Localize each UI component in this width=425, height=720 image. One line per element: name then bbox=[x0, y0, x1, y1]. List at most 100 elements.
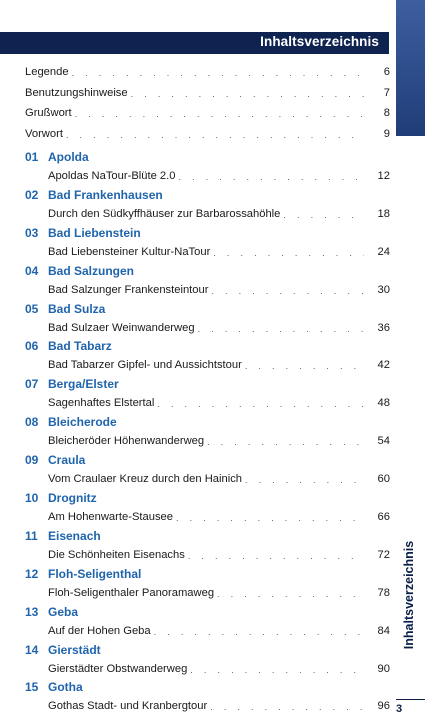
chapter-number: 03 bbox=[25, 225, 39, 240]
toc-entry-title: Sagenhaftes Elstertal bbox=[48, 397, 155, 410]
chapter-entry: 10 Drognitz Am Hohenwarte-Stausee. . . . .… bbox=[25, 489, 390, 527]
chapter-heading[interactable]: 10 Drognitz bbox=[25, 489, 390, 507]
header-bar: Inhaltsverzeichnis bbox=[0, 32, 389, 54]
chapter-number: 07 bbox=[25, 377, 39, 392]
chapter-heading[interactable]: 08 Bleicherode bbox=[25, 413, 390, 431]
side-tab: Inhaltsverzeichnis bbox=[396, 0, 425, 698]
chapter-number: 05 bbox=[25, 301, 39, 316]
chapter-entry: 02 Bad Frankenhausen Durch den Südkyffhäus… bbox=[25, 186, 390, 224]
chapter-tour-entry[interactable]: Die Schönheiten Eisenachs. . . . . . . .… bbox=[25, 545, 390, 565]
toc-entry-page: 90 bbox=[377, 662, 390, 675]
chapter-entry: 11 Eisenach Die Schönheiten Eisenachs. . .… bbox=[25, 527, 390, 565]
chapter-heading[interactable]: 04 Bad Salzungen bbox=[25, 262, 390, 280]
side-tab-color-block bbox=[396, 0, 425, 136]
chapter-entry: 04 Bad Salzungen Bad Salzunger Frankenstei… bbox=[25, 262, 390, 300]
chapter-number: 14 bbox=[25, 642, 39, 657]
dot-leader: . . . . . . . . . . . . . . . . . . . . … bbox=[176, 512, 364, 523]
chapter-tour-entry[interactable]: Gothas Stadt- und Kranbergtour. . . . . … bbox=[25, 696, 390, 716]
chapter-tour-entry[interactable]: Gierstädter Obstwanderweg. . . . . . . .… bbox=[25, 659, 390, 679]
chapter-place: Drognitz bbox=[48, 491, 97, 506]
page-number-rule bbox=[396, 699, 425, 700]
chapter-place: Bleicherode bbox=[48, 415, 117, 430]
front-matter-entry[interactable]: Benutzungshinweise. . . . . . . . . . . … bbox=[25, 83, 390, 104]
dot-leader: . . . . . . . . . . . . . . . . . . . . … bbox=[190, 664, 364, 675]
dot-leader: . . . . . . . . . . . . . . . . . . . . … bbox=[178, 171, 365, 182]
toc-entry-title: Gothas Stadt- und Kranbergtour bbox=[48, 700, 208, 713]
chapter-number: 06 bbox=[25, 339, 39, 354]
chapter-entry: 13 Geba Auf der Hohen Geba. . . . . . . . … bbox=[25, 603, 390, 641]
toc-entry-title: Benutzungshinweise bbox=[25, 86, 128, 99]
toc-entry-page: 96 bbox=[377, 700, 390, 713]
chapter-tour-entry[interactable]: Apoldas NaTour-Blüte 2.0. . . . . . . . … bbox=[25, 166, 390, 186]
chapter-heading[interactable]: 05 Bad Sulza bbox=[25, 300, 390, 318]
chapter-heading[interactable]: 06 Bad Tabarz bbox=[25, 337, 390, 355]
chapter-heading[interactable]: 13 Geba bbox=[25, 603, 390, 621]
dot-leader: . . . . . . . . . . . . . . . . . . . . … bbox=[213, 247, 364, 258]
toc-entry-page: 12 bbox=[377, 169, 390, 182]
chapter-heading[interactable]: 02 Bad Frankenhausen bbox=[25, 186, 390, 204]
dot-leader: . . . . . . . . . . . . . . . . . . . . … bbox=[187, 550, 364, 561]
front-matter-entry[interactable]: Vorwort. . . . . . . . . . . . . . . . .… bbox=[25, 124, 390, 145]
chapter-number: 09 bbox=[25, 453, 39, 468]
chapter-tour-entry[interactable]: Bleicheröder Höhenwanderweg. . . . . . .… bbox=[25, 431, 390, 451]
toc-entry-title: Grußwort bbox=[25, 107, 72, 120]
dot-leader: . . . . . . . . . . . . . . . . . . . . … bbox=[65, 129, 364, 140]
chapter-tour-entry[interactable]: Floh-Seligenthaler Panoramaweg. . . . . … bbox=[25, 583, 390, 603]
chapter-tour-entry[interactable]: Bad Liebensteiner Kultur-NaTour. . . . .… bbox=[25, 242, 390, 262]
chapter-heading[interactable]: 07 Berga/Elster bbox=[25, 375, 390, 393]
chapter-heading[interactable]: 09 Craula bbox=[25, 451, 390, 469]
chapter-tour-entry[interactable]: Durch den Südkyffhäuser zur Barbarossahö… bbox=[25, 204, 390, 224]
toc-entry-title: Bad Liebensteiner Kultur-NaTour bbox=[48, 245, 211, 258]
toc-entry-title: Vom Craulaer Kreuz durch den Hainich bbox=[48, 473, 243, 486]
chapter-number: 10 bbox=[25, 491, 39, 506]
chapter-tour-entry[interactable]: Auf der Hohen Geba. . . . . . . . . . . … bbox=[25, 621, 390, 641]
chapter-heading[interactable]: 12 Floh-Seligenthal bbox=[25, 565, 390, 583]
toc-entry-title: Gierstädter Obstwanderweg bbox=[48, 662, 188, 675]
toc-entry-title: Die Schönheiten Eisenachs bbox=[48, 548, 185, 561]
dot-leader: . . . . . . . . . . . . . . . . . . . . … bbox=[207, 437, 364, 448]
toc-entry-page: 9 bbox=[383, 127, 390, 140]
chapter-heading[interactable]: 01 Apolda bbox=[25, 148, 390, 166]
chapter-heading[interactable]: 14 Gierstädt bbox=[25, 641, 390, 659]
dot-leader: . . . . . . . . . . . . . . . . . . . . … bbox=[244, 361, 364, 372]
chapter-number: 01 bbox=[25, 150, 39, 164]
chapter-tour-entry[interactable]: Sagenhaftes Elstertal. . . . . . . . . .… bbox=[25, 393, 390, 413]
toc-entry-page: 7 bbox=[383, 86, 390, 99]
chapter-entry: 09 Craula Vom Craulaer Kreuz durch den Hai… bbox=[25, 451, 390, 489]
toc-entry-title: Durch den Südkyffhäuser zur Barbarossahö… bbox=[48, 207, 281, 220]
chapter-place: Floh-Seligenthal bbox=[48, 566, 142, 581]
chapter-tour-entry[interactable]: Bad Tabarzer Gipfel- und Aussichtstour. … bbox=[25, 355, 390, 375]
chapter-place: Geba bbox=[48, 604, 79, 619]
chapter-place: Eisenach bbox=[48, 528, 101, 543]
chapter-tour-entry[interactable]: Bad Salzunger Frankensteintour. . . . . … bbox=[25, 280, 390, 300]
dot-leader: . . . . . . . . . . . . . . . . . . . . … bbox=[283, 209, 364, 220]
chapter-entry: 08 Bleicherode Bleicheröder Höhenwanderweg… bbox=[25, 413, 390, 451]
front-matter-entry[interactable]: Grußwort. . . . . . . . . . . . . . . . … bbox=[25, 103, 390, 124]
chapter-tour-entry[interactable]: Bad Sulzaer Weinwanderweg. . . . . . . .… bbox=[25, 318, 390, 338]
front-matter-entry[interactable]: Legende. . . . . . . . . . . . . . . . .… bbox=[25, 62, 390, 83]
chapter-entry: 03 Bad Liebenstein Bad Liebensteiner Kultu… bbox=[25, 224, 390, 262]
chapter-list: 01 Apolda Apoldas NaTour-Blüte 2.0. . . . … bbox=[25, 148, 390, 716]
toc-entry-page: 66 bbox=[377, 510, 390, 523]
toc-entry-title: Am Hohenwarte-Stausee bbox=[48, 510, 173, 523]
chapter-tour-entry[interactable]: Vom Craulaer Kreuz durch den Hainich. . … bbox=[25, 469, 390, 489]
dot-leader: . . . . . . . . . . . . . . . . . . . . … bbox=[130, 88, 364, 99]
chapter-heading[interactable]: 03 Bad Liebenstein bbox=[25, 224, 390, 242]
toc-entry-title: Bad Salzunger Frankensteintour bbox=[48, 283, 209, 296]
chapter-place: Craula bbox=[48, 453, 86, 468]
toc-entry-page: 30 bbox=[377, 283, 390, 296]
chapter-place: Bad Sulza bbox=[48, 301, 106, 316]
chapter-heading[interactable]: 15 Gotha bbox=[25, 678, 390, 696]
chapter-tour-entry[interactable]: Am Hohenwarte-Stausee. . . . . . . . . .… bbox=[25, 507, 390, 527]
chapter-place: Gierstädt bbox=[48, 642, 101, 657]
chapter-entry: 07 Berga/Elster Sagenhaftes Elstertal. . .… bbox=[25, 375, 390, 413]
chapter-entry: 14 Gierstädt Gierstädter Obstwanderweg. . … bbox=[25, 641, 390, 679]
chapter-number: 11 bbox=[25, 528, 38, 543]
chapter-place: Apolda bbox=[48, 150, 89, 164]
dot-leader: . . . . . . . . . . . . . . . . . . . . … bbox=[153, 626, 364, 637]
toc-entry-page: 48 bbox=[377, 397, 390, 410]
chapter-heading[interactable]: 11 Eisenach bbox=[25, 527, 390, 545]
front-matter-list: Legende. . . . . . . . . . . . . . . . .… bbox=[25, 62, 390, 144]
chapter-entry: 12 Floh-Seligenthal Floh-Seligenthaler Pan… bbox=[25, 565, 390, 603]
